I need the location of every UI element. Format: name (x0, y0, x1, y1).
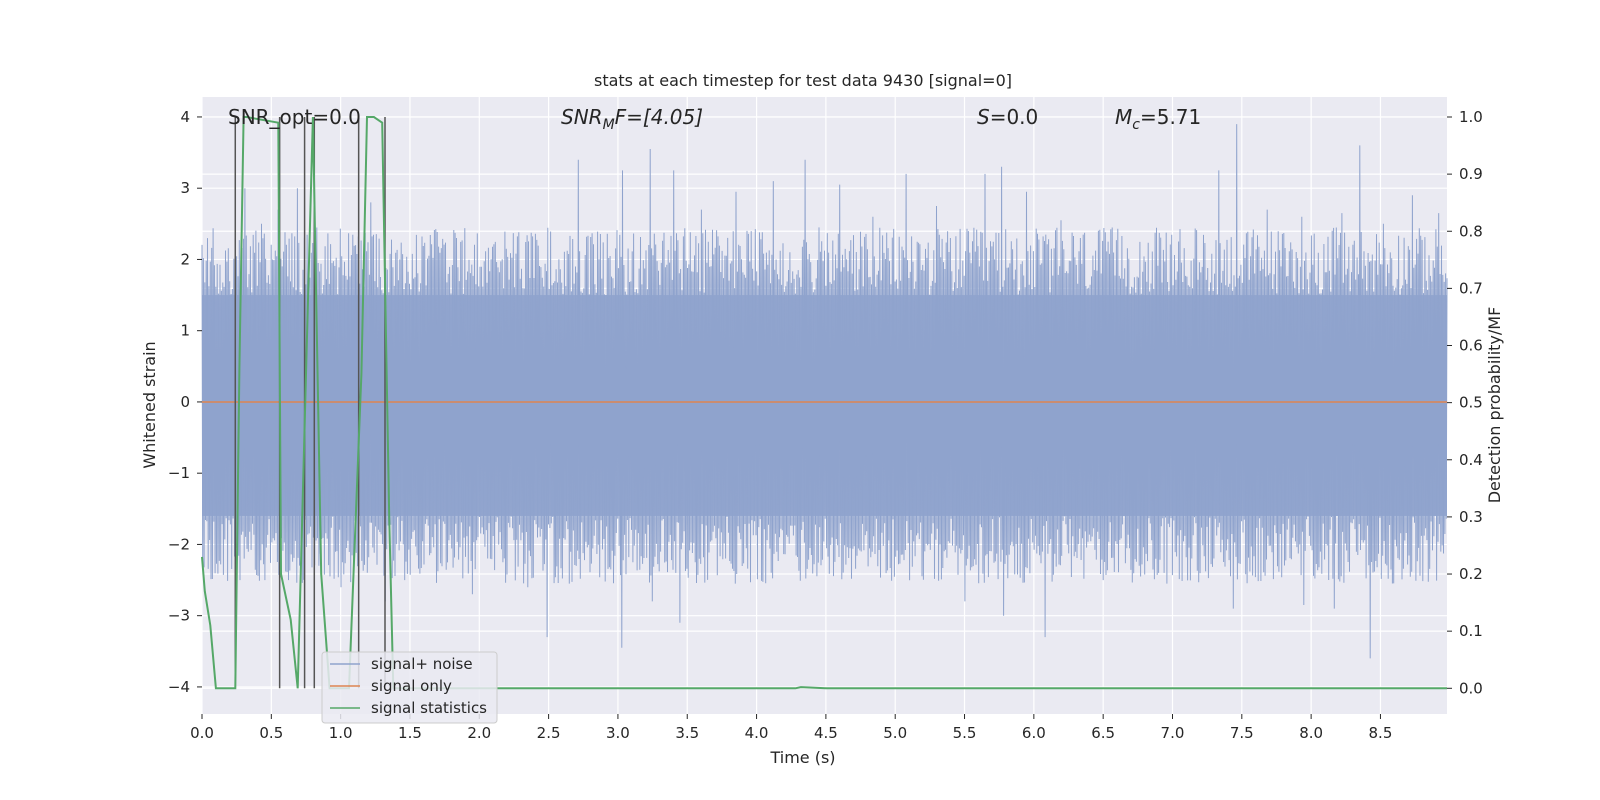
legend-box (321, 651, 498, 724)
legend: signal+ noise signal only signal statist… (321, 651, 498, 724)
x-tick-label: 2.0 (467, 724, 491, 742)
x-tick-label: 5.0 (883, 724, 907, 742)
mc-annotation: Mc=5.71 (1115, 105, 1201, 133)
x-tick-label: 0.5 (259, 724, 283, 742)
noise-line (201, 124, 1448, 659)
x-tick-label: 8.0 (1299, 724, 1323, 742)
legend-label-statistics: signal statistics (371, 699, 487, 717)
x-tick-label: 6.0 (1022, 724, 1046, 742)
y-left-tick-label: 1 (180, 322, 190, 340)
x-tick-label: 1.5 (398, 724, 422, 742)
y-right-tick-label: 0.2 (1459, 565, 1483, 583)
y-right-tick-label: 0.3 (1459, 508, 1483, 526)
y-left-tick-label: 4 (180, 108, 190, 126)
y-left-tick-label: 0 (180, 393, 190, 411)
y-axis-label-left: Whitened strain (140, 341, 159, 468)
x-axis-label: Time (s) (769, 748, 835, 767)
y-left-tick-label: −1 (168, 464, 190, 482)
chart-title: stats at each timestep for test data 943… (594, 71, 1012, 90)
legend-label-noise: signal+ noise (371, 655, 473, 673)
x-tick-label: 7.0 (1161, 724, 1185, 742)
y-axis-label-right: Detection probability/MF (1485, 307, 1504, 504)
noise-series (201, 124, 1448, 659)
signal-statistics-series (201, 116, 1447, 690)
y-right-tick-label: 0.7 (1459, 279, 1483, 297)
snr-mf-annotation: SNRMF=[4.05] (561, 105, 703, 133)
y-left-tick-label: −4 (168, 678, 190, 696)
x-tick-label: 3.5 (675, 724, 699, 742)
s-annotation: S=0.0 (977, 105, 1038, 129)
x-tick-label: 4.0 (745, 724, 769, 742)
y-left-tick-label: 3 (180, 179, 190, 197)
x-tick-label: 5.5 (953, 724, 977, 742)
y-left-tick-label: −2 (168, 535, 190, 553)
x-tick-label: 0.0 (190, 724, 214, 742)
y-left-tick-label: 2 (180, 250, 190, 268)
signal-statistics-line (201, 116, 1447, 690)
y-right-tick-label: 0.1 (1459, 622, 1483, 640)
x-tick-label: 4.5 (814, 724, 838, 742)
x-tick-label: 2.5 (537, 724, 561, 742)
y-right-tick-label: 0.4 (1459, 451, 1483, 469)
x-tick-label: 8.5 (1369, 724, 1393, 742)
x-tick-label: 6.5 (1091, 724, 1115, 742)
snr-opt-annotation: SNR_opt=0.0 (228, 105, 361, 129)
axes: 0.0 0.5 1.0 1.5 2.0 2.5 3.0 3.5 4.0 4.5 5.0 5.5 6.0 6… (168, 108, 1483, 742)
y-left-tick-label: −3 (168, 607, 190, 625)
x-tick-label: 3.0 (606, 724, 630, 742)
x-tick-label: 1.0 (329, 724, 353, 742)
y-right-tick-label: 0.5 (1459, 394, 1483, 412)
y-right-tick-label: 0.6 (1459, 337, 1483, 355)
legend-label-signal: signal only (371, 677, 452, 695)
y-right-tick-label: 1.0 (1459, 108, 1483, 126)
y-right-tick-label: 0.9 (1459, 165, 1483, 183)
x-tick-label: 7.5 (1230, 724, 1254, 742)
y-right-tick-label: 0.0 (1459, 679, 1483, 697)
y-right-tick-label: 0.8 (1459, 222, 1483, 240)
